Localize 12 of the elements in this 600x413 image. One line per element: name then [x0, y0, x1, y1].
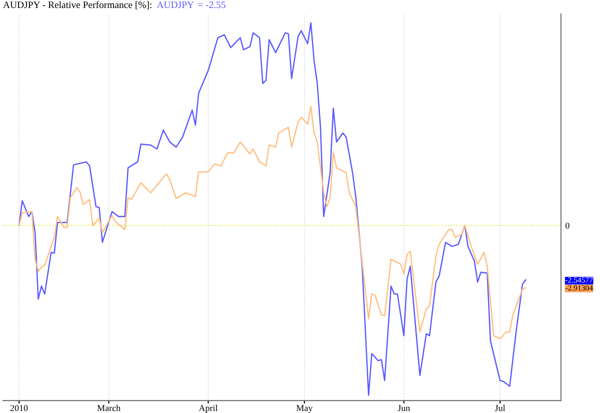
x-tick-label: Jul: [494, 404, 506, 412]
text: AUDJPY: [156, 2, 194, 8]
y-tick-label: 0: [566, 222, 570, 229]
line-series: [18, 22, 526, 396]
x-tick-label: May: [296, 405, 313, 413]
x-tick-label: Jun: [398, 405, 410, 412]
x-tick-label: April: [198, 404, 218, 413]
x-tick-label: March: [97, 404, 120, 412]
x-tick-label: 2010: [10, 405, 28, 412]
text: = -2.55: [198, 2, 226, 8]
chart-title: AUDJPY - Relative Performance [%]:: [3, 1, 152, 10]
line-series: [18, 106, 526, 340]
